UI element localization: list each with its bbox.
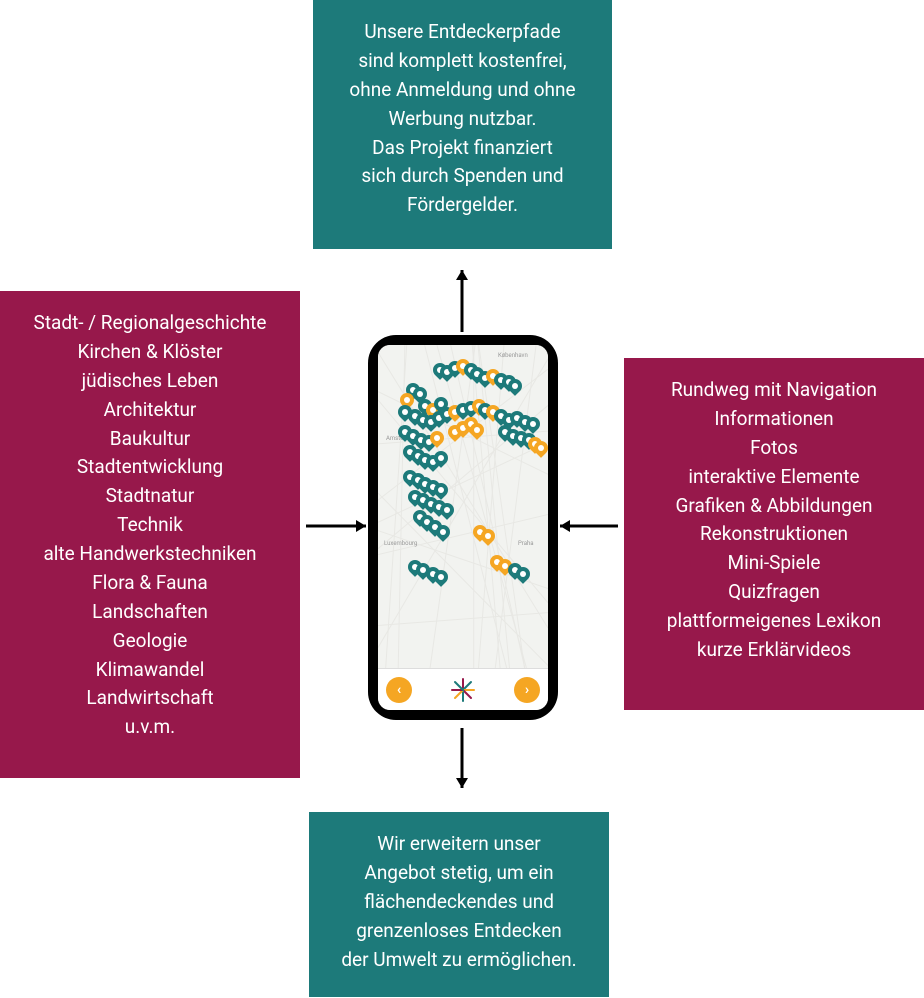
map-pin-dot [440,529,446,535]
svg-text:Luxembourg: Luxembourg [384,540,417,547]
map-pin-dot [474,427,480,433]
map-pin-dot [438,455,444,461]
logo-icon [449,676,477,704]
map-pin-dot [444,507,450,513]
phone-nav-bar: ‹ › [378,668,548,710]
map-pin-dot [538,445,544,451]
map-pin-dot [417,391,423,397]
map-pin-dot [438,574,444,580]
map-pin-dot [438,401,444,407]
phone-mockup: KøbenhavnAmsterdamPrahaLuxembourg ‹ [368,335,558,720]
map-view[interactable]: KøbenhavnAmsterdamPrahaLuxembourg [378,345,548,668]
chevron-left-icon: ‹ [397,682,401,698]
map-pin-dot [512,383,518,389]
map-pin-dot [485,533,491,539]
nav-prev-button[interactable]: ‹ [386,677,412,703]
app-logo[interactable] [449,676,477,704]
map-pin-dot [530,421,536,427]
map-pin-dot [520,571,526,577]
nav-next-button[interactable]: › [514,677,540,703]
map-pin-dot [404,397,410,403]
map-pin-dot [438,487,444,493]
svg-text:København: København [498,352,528,359]
map-pin-dot [434,435,440,441]
svg-text:Praha: Praha [518,540,534,547]
phone-screen: KøbenhavnAmsterdamPrahaLuxembourg ‹ [378,345,548,710]
chevron-right-icon: › [525,682,529,698]
